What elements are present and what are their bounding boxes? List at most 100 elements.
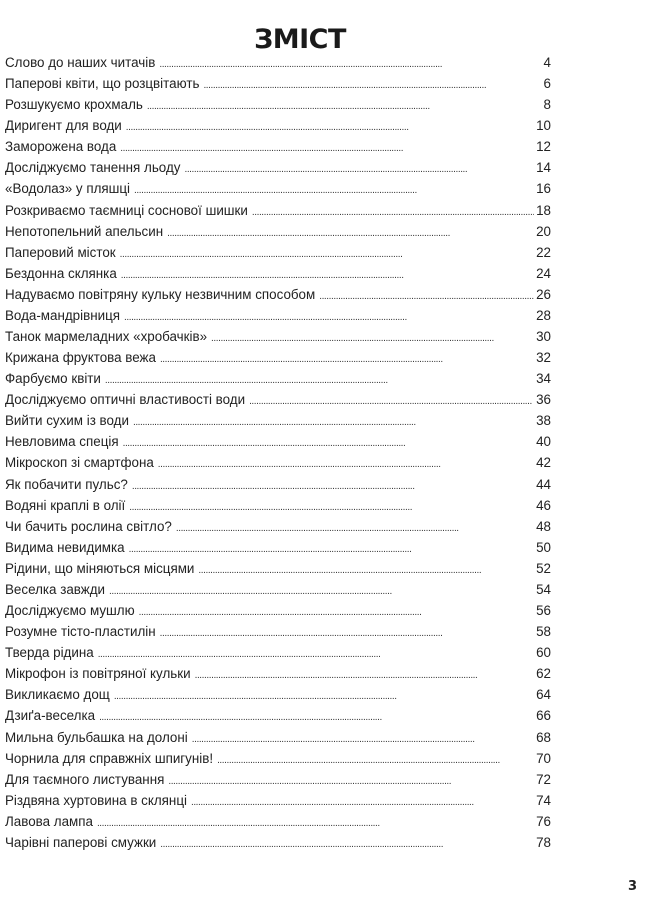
toc-entry[interactable]: Вийти сухим із води 38 bbox=[5, 410, 551, 431]
toc-entry-title: Невловима спеція bbox=[5, 434, 119, 450]
toc-entry-title: Досліджуємо танення льоду bbox=[5, 160, 181, 176]
toc-entry[interactable]: Мильна бульбашка на долоні 68 bbox=[5, 727, 551, 748]
toc-entry-title: Розумне тісто-пластилін bbox=[5, 624, 156, 640]
dot-leader bbox=[114, 686, 534, 707]
toc-entry-title: Чарівні паперові смужки bbox=[5, 834, 157, 850]
toc-entry[interactable]: Тверда рідина 60 bbox=[5, 642, 551, 663]
toc-entry-title: Вийти сухим із води bbox=[5, 413, 129, 429]
toc-entry-page: 12 bbox=[536, 139, 551, 155]
table-of-contents: Слово до наших читачів 4 Паперові квіти, щ… bbox=[5, 52, 551, 853]
toc-entry-page: 24 bbox=[536, 265, 551, 281]
toc-entry-title: Чи бачить рослина світло? bbox=[5, 518, 172, 534]
toc-entry[interactable]: «Водолаз» у пляшці 16 bbox=[5, 178, 551, 199]
toc-entry-title: Диригент для води bbox=[5, 118, 122, 134]
toc-entry[interactable]: Чарівні паперові смужки 78 bbox=[5, 832, 551, 853]
toc-entry-title: Надуваємо повітряну кульку незвичним спо… bbox=[5, 286, 316, 302]
toc-entry-title: Вода-мандрівниця bbox=[5, 307, 120, 323]
toc-entry-page: 72 bbox=[536, 771, 551, 787]
toc-entry[interactable]: Дзиґа-веселка 66 bbox=[5, 705, 551, 726]
toc-entry-title: Як побачити пульс? bbox=[5, 476, 128, 492]
toc-entry[interactable]: Паперовий місток 22 bbox=[5, 242, 551, 263]
toc-entry[interactable]: Вода-мандрівниця 28 bbox=[5, 305, 551, 326]
toc-entry-page: 6 bbox=[543, 76, 551, 92]
page-title: ЗМІСТ bbox=[254, 24, 346, 56]
toc-entry[interactable]: Надуваємо повітряну кульку незвичним спо… bbox=[5, 284, 551, 305]
dot-leader bbox=[126, 117, 534, 138]
toc-entry[interactable]: Викликаємо дощ 64 bbox=[5, 684, 551, 705]
dot-leader bbox=[176, 518, 534, 539]
toc-entry-page: 64 bbox=[536, 687, 551, 703]
toc-entry-title: Лавова лампа bbox=[5, 813, 93, 829]
toc-entry[interactable]: Чорнила для справжніх шпигунів! 70 bbox=[5, 748, 551, 769]
toc-entry-title: Видима невидимка bbox=[5, 539, 125, 555]
toc-entry-title: Досліджуємо мушлю bbox=[5, 603, 135, 619]
dot-leader bbox=[191, 792, 534, 813]
toc-entry-title: Рідини, що міняються місцями bbox=[5, 560, 195, 576]
toc-entry[interactable]: Як побачити пульс? 44 bbox=[5, 474, 551, 495]
toc-entry-page: 52 bbox=[536, 560, 551, 576]
toc-entry-title: Бездонна склянка bbox=[5, 265, 117, 281]
toc-entry-title: Досліджуємо оптичні властивості води bbox=[5, 392, 246, 408]
toc-entry-page: 8 bbox=[543, 97, 551, 113]
toc-entry-page: 70 bbox=[536, 750, 551, 766]
toc-entry[interactable]: Танок мармеладних «хробачків» 30 bbox=[5, 326, 551, 347]
dot-leader bbox=[132, 476, 534, 497]
toc-entry-title: Фарбуємо квіти bbox=[5, 371, 101, 387]
dot-leader bbox=[109, 581, 534, 602]
toc-entry[interactable]: Непотопельний апельсин 20 bbox=[5, 221, 551, 242]
toc-entry[interactable]: Чи бачить рослина світло? 48 bbox=[5, 516, 551, 537]
toc-entry-title: Тверда рідина bbox=[5, 645, 94, 661]
toc-entry[interactable]: Досліджуємо танення льоду 14 bbox=[5, 157, 551, 178]
toc-entry-page: 10 bbox=[536, 118, 551, 134]
toc-entry-title: Різдвяна хуртовина в склянці bbox=[5, 792, 187, 808]
toc-entry[interactable]: Крижана фруктова вежа 32 bbox=[5, 347, 551, 368]
toc-entry[interactable]: Розкриваємо таємниці соснової шишки 18 bbox=[5, 200, 551, 221]
toc-entry[interactable]: Розшукуємо крохмаль 8 bbox=[5, 94, 551, 115]
toc-entry[interactable]: Веселка завжди 54 bbox=[5, 579, 551, 600]
toc-entry[interactable]: Розумне тісто-пластилін 58 bbox=[5, 621, 551, 642]
toc-entry-title: Крижана фруктова вежа bbox=[5, 350, 156, 366]
toc-entry[interactable]: Мікрофон із повітряної кульки 62 bbox=[5, 663, 551, 684]
dot-leader bbox=[184, 159, 534, 180]
toc-entry[interactable]: Бездонна склянка 24 bbox=[5, 263, 551, 284]
toc-entry[interactable]: Для таємного листування 72 bbox=[5, 769, 551, 790]
dot-leader bbox=[139, 602, 534, 623]
toc-entry[interactable]: Слово до наших читачів 4 bbox=[5, 52, 551, 73]
toc-entry[interactable]: Досліджуємо оптичні властивості води 36 bbox=[5, 389, 551, 410]
toc-entry-page: 38 bbox=[536, 413, 551, 429]
dot-leader bbox=[123, 433, 535, 454]
toc-entry[interactable]: Фарбуємо квіти 34 bbox=[5, 368, 551, 389]
toc-entry[interactable]: Видима невидимка 50 bbox=[5, 537, 551, 558]
toc-entry[interactable]: Водяні краплі в олії 46 bbox=[5, 495, 551, 516]
toc-entry[interactable]: Паперові квіти, що розцвітають 6 bbox=[5, 73, 551, 94]
toc-entry[interactable]: Заморожена вода 12 bbox=[5, 136, 551, 157]
toc-entry[interactable]: Невловима спеція 40 bbox=[5, 431, 551, 452]
dot-leader bbox=[319, 286, 534, 307]
dot-leader bbox=[160, 623, 534, 644]
dot-leader bbox=[160, 349, 534, 370]
toc-entry-page: 16 bbox=[536, 181, 551, 197]
toc-entry[interactable]: Лавова лампа 76 bbox=[5, 811, 551, 832]
toc-entry[interactable]: Диригент для води 10 bbox=[5, 115, 551, 136]
toc-entry-title: Мильна бульбашка на долоні bbox=[5, 729, 188, 745]
dot-leader bbox=[158, 454, 534, 475]
toc-entry-title: Чорнила для справжніх шпигунів! bbox=[5, 750, 214, 766]
toc-entry-title: Заморожена вода bbox=[5, 139, 117, 155]
toc-entry-title: Дзиґа-веселка bbox=[5, 708, 96, 724]
toc-entry-page: 74 bbox=[536, 792, 551, 808]
toc-entry-page: 68 bbox=[536, 729, 551, 745]
toc-entry[interactable]: Різдвяна хуртовина в склянці 74 bbox=[5, 790, 551, 811]
dot-leader bbox=[120, 244, 534, 265]
toc-entry-title: Веселка завжди bbox=[5, 581, 106, 597]
dot-leader bbox=[160, 834, 534, 855]
toc-entry-title: Паперовий місток bbox=[5, 244, 116, 260]
toc-entry[interactable]: Мікроскоп зі смартфона 42 bbox=[5, 452, 551, 473]
toc-entry[interactable]: Рідини, що міняються місцями 52 bbox=[5, 558, 551, 579]
dot-leader bbox=[134, 180, 534, 201]
toc-entry-title: Розкриваємо таємниці соснової шишки bbox=[5, 202, 248, 218]
toc-entry[interactable]: Досліджуємо мушлю 56 bbox=[5, 600, 551, 621]
dot-leader bbox=[168, 771, 534, 792]
dot-leader bbox=[211, 328, 534, 349]
toc-entry-page: 4 bbox=[543, 55, 551, 70]
dot-leader bbox=[195, 665, 535, 686]
